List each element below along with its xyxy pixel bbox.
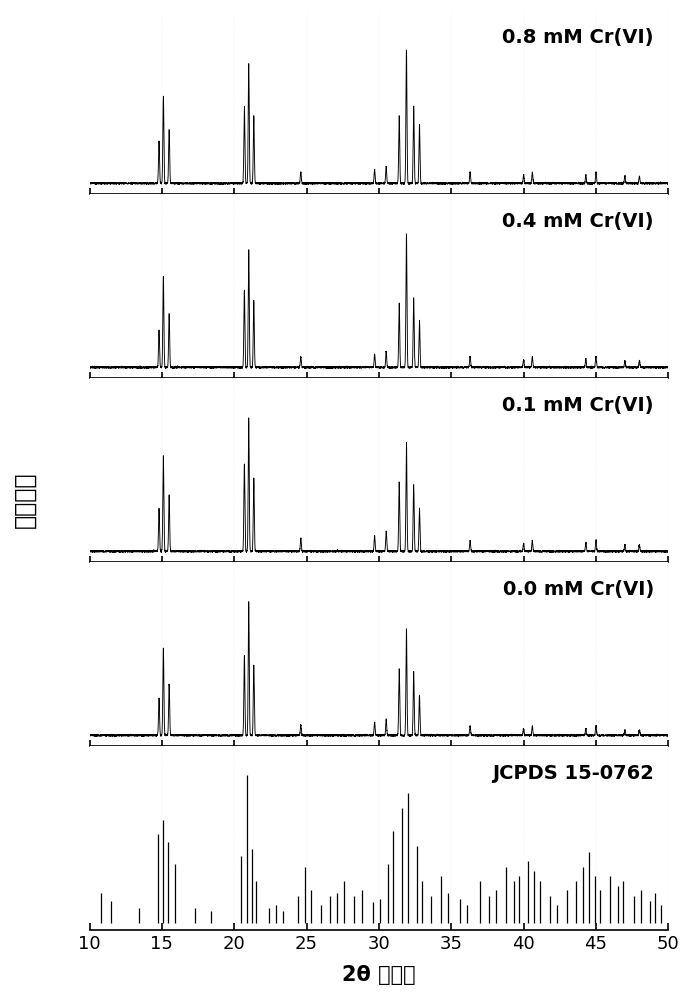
Text: 0.4 mM Cr(VI): 0.4 mM Cr(VI) [502,212,654,231]
Text: 0.1 mM Cr(VI): 0.1 mM Cr(VI) [502,396,654,415]
Text: 0.8 mM Cr(VI): 0.8 mM Cr(VI) [502,28,654,47]
Text: 0.0 mM Cr(VI): 0.0 mM Cr(VI) [502,580,654,599]
Text: 相对强度: 相对强度 [12,472,36,528]
Text: 2θ （度）: 2θ （度） [342,965,415,985]
Text: JCPDS 15-0762: JCPDS 15-0762 [492,764,654,783]
